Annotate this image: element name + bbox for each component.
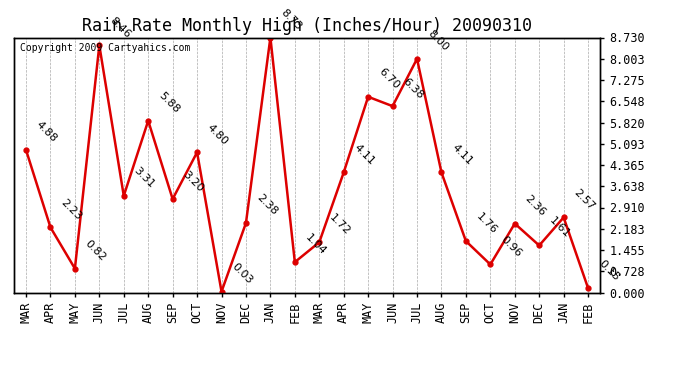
- Text: 0.15: 0.15: [596, 258, 621, 283]
- Text: 0.03: 0.03: [230, 262, 255, 286]
- Text: 6.38: 6.38: [401, 76, 426, 100]
- Text: 3.20: 3.20: [181, 169, 206, 194]
- Text: 1.61: 1.61: [548, 215, 572, 240]
- Text: 2.57: 2.57: [572, 187, 597, 212]
- Text: 8.00: 8.00: [425, 29, 450, 53]
- Text: 8.73: 8.73: [279, 7, 304, 32]
- Text: 8.46: 8.46: [108, 15, 132, 40]
- Text: 3.31: 3.31: [132, 166, 157, 190]
- Text: 2.38: 2.38: [255, 193, 279, 217]
- Text: 4.11: 4.11: [450, 142, 474, 167]
- Text: 4.80: 4.80: [206, 122, 230, 147]
- Text: Copyright 2009 Cartyahics.com: Copyright 2009 Cartyahics.com: [19, 43, 190, 52]
- Text: 4.11: 4.11: [352, 142, 377, 167]
- Text: 0.96: 0.96: [499, 234, 523, 259]
- Title: Rain Rate Monthly High (Inches/Hour) 20090310: Rain Rate Monthly High (Inches/Hour) 200…: [82, 16, 532, 34]
- Text: 1.72: 1.72: [328, 212, 353, 237]
- Text: 0.82: 0.82: [83, 238, 108, 263]
- Text: 2.23: 2.23: [59, 197, 83, 222]
- Text: 5.88: 5.88: [157, 90, 181, 115]
- Text: 1.04: 1.04: [303, 232, 328, 256]
- Text: 1.76: 1.76: [474, 211, 499, 236]
- Text: 2.36: 2.36: [523, 194, 548, 218]
- Text: 4.88: 4.88: [34, 120, 59, 144]
- Text: 6.70: 6.70: [377, 67, 401, 91]
